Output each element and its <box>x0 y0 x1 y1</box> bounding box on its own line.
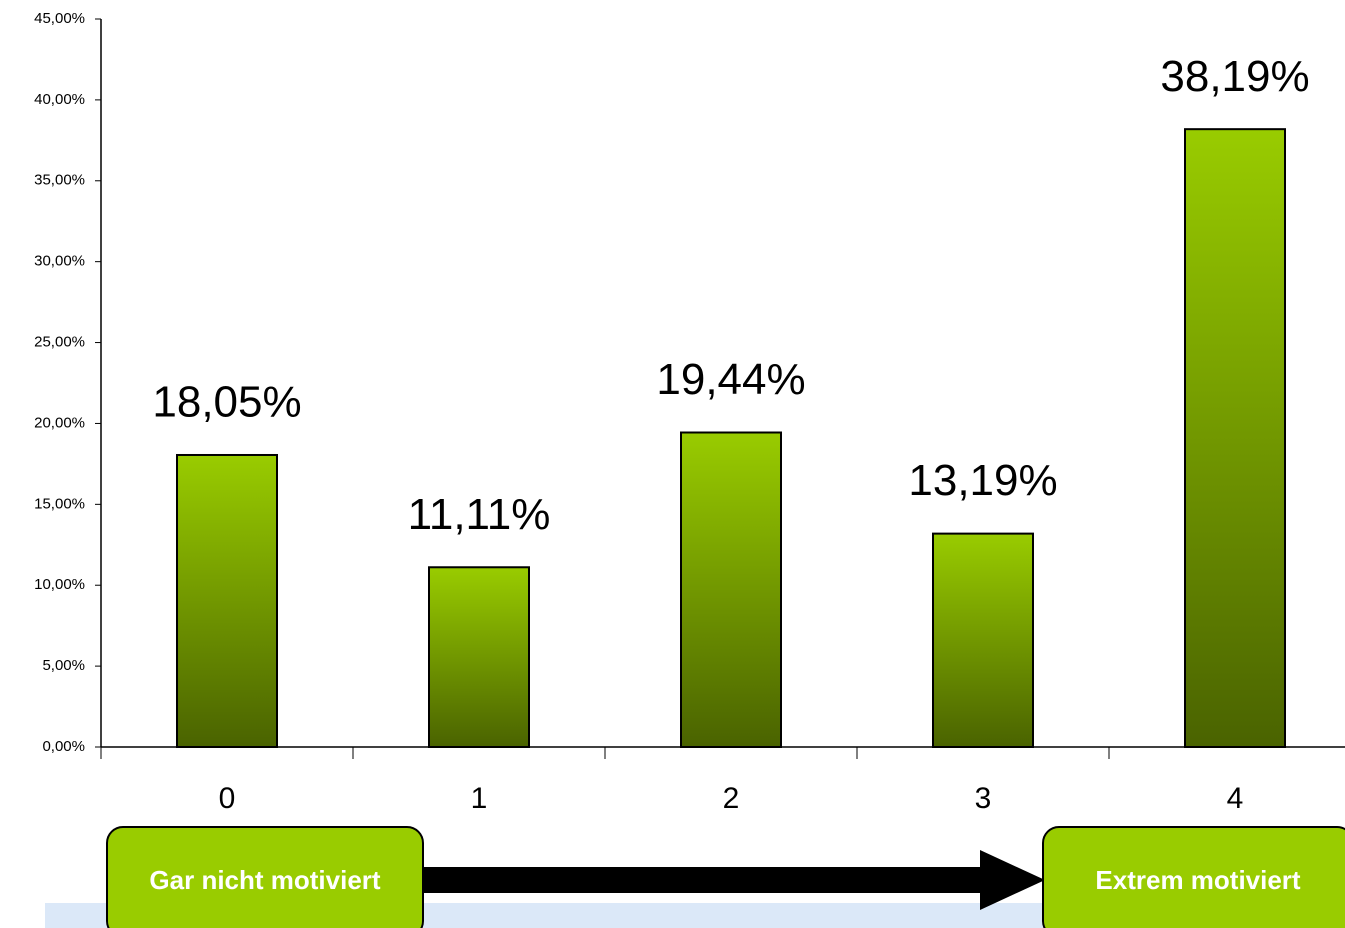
value-label: 11,11% <box>408 490 551 539</box>
bar <box>176 453 278 748</box>
y-tick-label: 0,00% <box>42 738 85 755</box>
y-tick-label: 5,00% <box>42 657 85 674</box>
x-tick-label: 4 <box>1227 782 1244 815</box>
x-tick-label: 1 <box>471 782 488 815</box>
y-tick-label: 45,00% <box>34 10 85 27</box>
value-label-bg <box>900 451 1066 514</box>
annotation: Extrem motiviert <box>1095 865 1301 895</box>
value-label: 18,05% <box>152 378 301 427</box>
value-label: 19,44% <box>656 355 805 404</box>
bar <box>932 532 1034 748</box>
y-tick-label: 30,00% <box>34 253 85 270</box>
arrow-head <box>980 850 1045 910</box>
x-tick-label: 2 <box>723 782 740 815</box>
value-label-bg <box>396 485 562 548</box>
y-tick-label: 20,00% <box>34 414 85 431</box>
x-tick-label: 3 <box>975 782 992 815</box>
value-label-bg <box>1152 47 1318 110</box>
value-label-bg <box>648 350 814 413</box>
annotation: Gar nicht motiviert <box>149 865 380 895</box>
y-tick-label: 25,00% <box>34 334 85 351</box>
x-tick-label: 0 <box>219 782 236 815</box>
y-tick-label: 35,00% <box>34 172 85 189</box>
value-label: 13,19% <box>908 456 1057 505</box>
value-label: 38,19% <box>1160 52 1309 101</box>
bar <box>680 431 782 748</box>
bar <box>428 566 530 748</box>
annotation-box <box>1042 826 1345 928</box>
value-label-bg <box>144 372 310 435</box>
bar <box>1184 128 1286 749</box>
y-tick-label: 10,00% <box>34 576 85 593</box>
annotation-box <box>106 826 424 928</box>
y-tick-label: 15,00% <box>34 495 85 512</box>
y-tick-label: 40,00% <box>34 91 85 108</box>
